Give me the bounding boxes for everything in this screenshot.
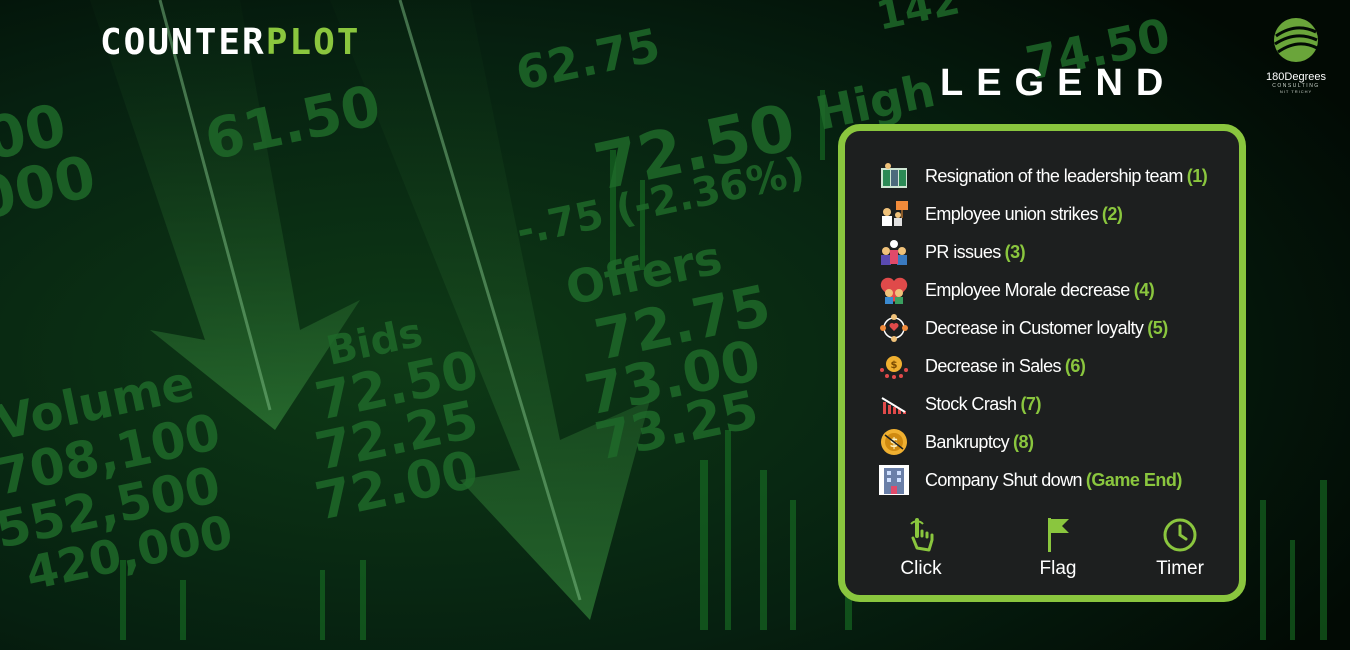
control-label: Flag — [1039, 558, 1077, 579]
morale-decrease-icon — [877, 274, 911, 306]
control-timer: Timer — [1135, 516, 1225, 580]
legend-item: Resignation of the leadership team (1) — [877, 157, 1208, 195]
legend-item-label: Bankruptcy — [925, 431, 1010, 452]
legend-item-label: Decrease in Sales — [925, 355, 1061, 376]
legend-item-number: (6) — [1064, 355, 1086, 376]
leadership-resign-icon — [877, 160, 911, 192]
stock-crash-icon — [877, 388, 911, 420]
legend-item-number: (1) — [1186, 165, 1208, 186]
counterplot-logo: COUNTER PLOT — [100, 21, 361, 63]
brand-name: 180Degrees — [1266, 71, 1326, 83]
legend-item-number: (8) — [1013, 431, 1034, 452]
timer-icon — [1163, 518, 1197, 552]
union-strike-icon — [877, 198, 911, 230]
brand-subtitle: CONSULTING — [1272, 83, 1320, 89]
legend-item: PR issues (3) — [877, 233, 1207, 271]
legend-list: Resignation of the leadership team (1) E… — [877, 157, 1208, 499]
legend-item-number: (2) — [1101, 203, 1123, 224]
legend-item: Company Shut down (Game End) — [877, 461, 1207, 499]
control-label: Timer — [1156, 558, 1204, 579]
legend-item-label: Stock Crash — [925, 393, 1017, 414]
legend-item: $ Bankruptcy (8) — [877, 423, 1207, 461]
legend-item: Employee Morale decrease (4) — [877, 271, 1207, 309]
bankruptcy-icon: $ — [877, 426, 911, 458]
customer-loyalty-icon — [877, 312, 911, 344]
sales-decrease-icon: $ — [877, 350, 911, 382]
legend-panel: Resignation of the leadership team (1) E… — [838, 124, 1246, 602]
legend-item-number: (4) — [1133, 279, 1155, 300]
legend-title: LEGEND — [940, 62, 1177, 104]
brand-180degrees: 180Degrees CONSULTING NIT TRICHY — [1262, 16, 1330, 94]
control-flag: Flag — [1013, 516, 1103, 580]
legend-item-label: Employee union strikes — [925, 203, 1099, 224]
legend-item-label: Employee Morale decrease — [925, 279, 1130, 300]
svg-text:$: $ — [889, 436, 898, 451]
legend-item-number: (5) — [1147, 317, 1168, 338]
legend-item-number: (7) — [1020, 393, 1041, 414]
company-building-icon — [877, 464, 911, 496]
control-label: Click — [900, 558, 942, 579]
globe-logo-icon — [1274, 18, 1318, 62]
legend-item: Decrease in Customer loyalty (5) — [877, 309, 1207, 347]
legend-item-label: Company Shut down — [925, 469, 1083, 490]
svg-text:$: $ — [891, 360, 898, 371]
legend-item-label: Decrease in Customer loyalty — [925, 317, 1144, 338]
legend-item-label: PR issues — [925, 241, 1001, 262]
legend-item: Employee union strikes (2) — [877, 195, 1207, 233]
click-hand-icon — [910, 518, 934, 552]
legend-item-number: (3) — [1004, 241, 1026, 262]
legend-item: $ Decrease in Sales (6) — [877, 347, 1207, 385]
brand-subtitle-2: NIT TRICHY — [1279, 89, 1313, 94]
logo-part-plot: PLOT — [265, 21, 361, 63]
logo-part-counter: COUNTER — [100, 21, 266, 63]
legend-item-number: (Game End) — [1085, 469, 1183, 490]
control-click: Click — [876, 516, 966, 580]
legend-item: Stock Crash (7) — [877, 385, 1207, 423]
legend-item-label: Resignation of the leadership team — [925, 165, 1183, 186]
flag-icon — [1048, 518, 1069, 552]
pr-issues-icon — [877, 236, 911, 268]
